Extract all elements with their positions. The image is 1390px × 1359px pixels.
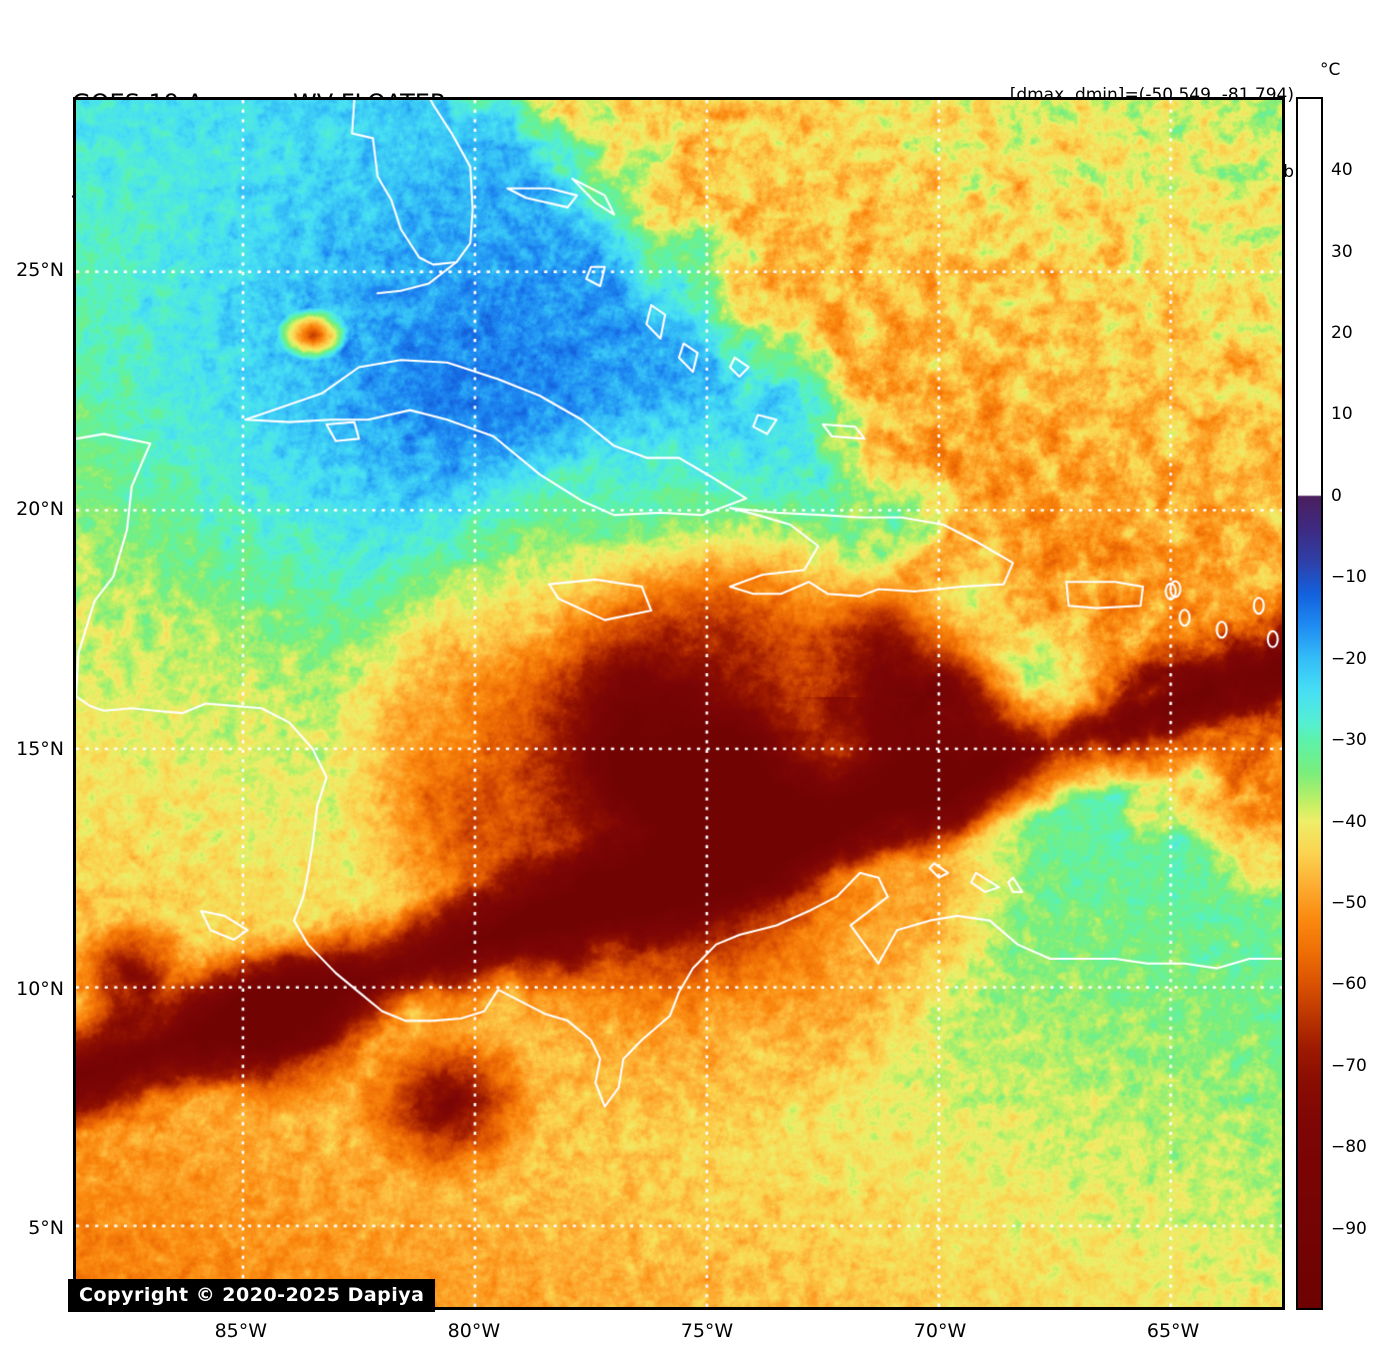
latitude-tick-2: 15°N [16,738,64,761]
copyright-watermark: Copyright © 2020-2025 Dapiya [68,1279,436,1312]
colorbar-tick-4: 0 [1331,485,1342,506]
latitude-tick-4: 5°N [28,1217,64,1240]
longitude-tick-3: 70°W [913,1320,967,1342]
satellite-imagery-canvas[interactable] [76,100,1282,1307]
longitude-tick-0: 85°W [214,1320,268,1342]
colorbar-unit-label: °C [1320,60,1341,80]
colorbar-tick-6: −20 [1331,648,1367,669]
longitude-tick-4: 65°W [1146,1320,1200,1342]
colorbar-tick-7: −30 [1331,730,1367,751]
colorbar-gradient [1296,97,1323,1310]
colorbar-tick-9: −50 [1331,892,1367,913]
satellite-map-panel[interactable] [73,97,1285,1310]
colorbar-tick-1: 30 [1331,241,1353,262]
colorbar-tick-3: 10 [1331,404,1353,425]
colorbar-tick-10: −60 [1331,974,1367,995]
colorbar-tick-2: 20 [1331,323,1353,344]
latitude-tick-0: 25°N [16,258,64,281]
colorbar-tick-5: −10 [1331,567,1367,588]
colorbar-tick-8: −40 [1331,811,1367,832]
colorbar-tick-12: −80 [1331,1137,1367,1158]
latitude-tick-1: 20°N [16,498,64,521]
latitude-tick-3: 10°N [16,977,64,1000]
colorbar-tick-0: 40 [1331,160,1353,181]
longitude-tick-2: 75°W [680,1320,734,1342]
longitude-tick-1: 80°W [447,1320,501,1342]
colorbar [1296,97,1323,1310]
colorbar-tick-11: −70 [1331,1055,1367,1076]
colorbar-tick-13: −90 [1331,1218,1367,1239]
